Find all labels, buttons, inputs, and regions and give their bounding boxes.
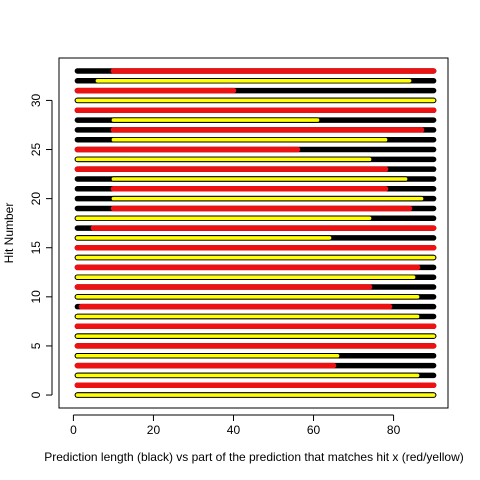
x-tick-label-40: 40	[227, 423, 241, 437]
y-tick-label-25: 25	[29, 143, 43, 157]
y-tick-label-15: 15	[29, 241, 43, 255]
x-tick-label-80: 80	[387, 423, 401, 437]
y-axis-title: Hit Number	[2, 203, 16, 264]
x-tick-label-60: 60	[307, 423, 321, 437]
x-tick-label-20: 20	[147, 423, 161, 437]
y-tick-label-5: 5	[29, 342, 43, 349]
y-tick-label-0: 0	[29, 391, 43, 398]
bars-layer	[74, 68, 437, 398]
y-tick-label-10: 10	[29, 290, 43, 304]
y-tick-label-20: 20	[29, 192, 43, 206]
y-axis: 0 5 10 15 20 25 30	[29, 93, 53, 398]
x-tick-label-0: 0	[70, 423, 77, 437]
plot-frame	[58, 57, 449, 409]
x-axis: 0 20 40 60 80	[70, 414, 401, 437]
x-axis-title: Prediction length (black) vs part of the…	[44, 450, 464, 464]
y-tick-label-30: 30	[29, 93, 43, 107]
